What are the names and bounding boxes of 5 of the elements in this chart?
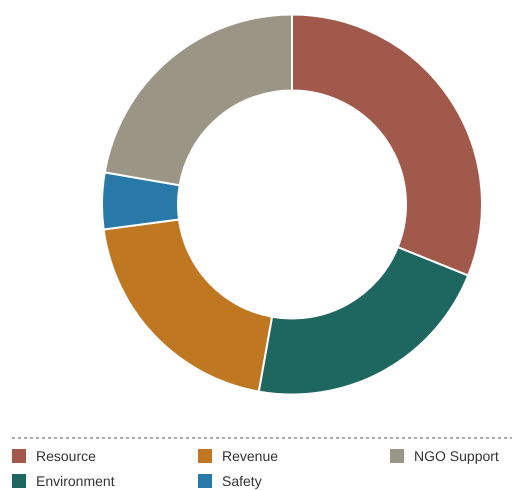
legend-label: Resource (36, 448, 96, 464)
legend-label: Revenue (222, 448, 278, 464)
legend-label: NGO Support (414, 448, 499, 464)
legend-label: Environment (36, 473, 115, 489)
legend-label: Safety (222, 473, 262, 489)
